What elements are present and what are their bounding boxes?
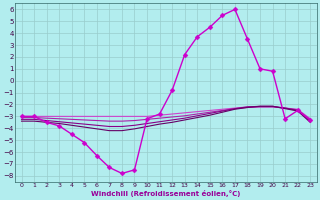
X-axis label: Windchill (Refroidissement éolien,°C): Windchill (Refroidissement éolien,°C) [91,190,241,197]
